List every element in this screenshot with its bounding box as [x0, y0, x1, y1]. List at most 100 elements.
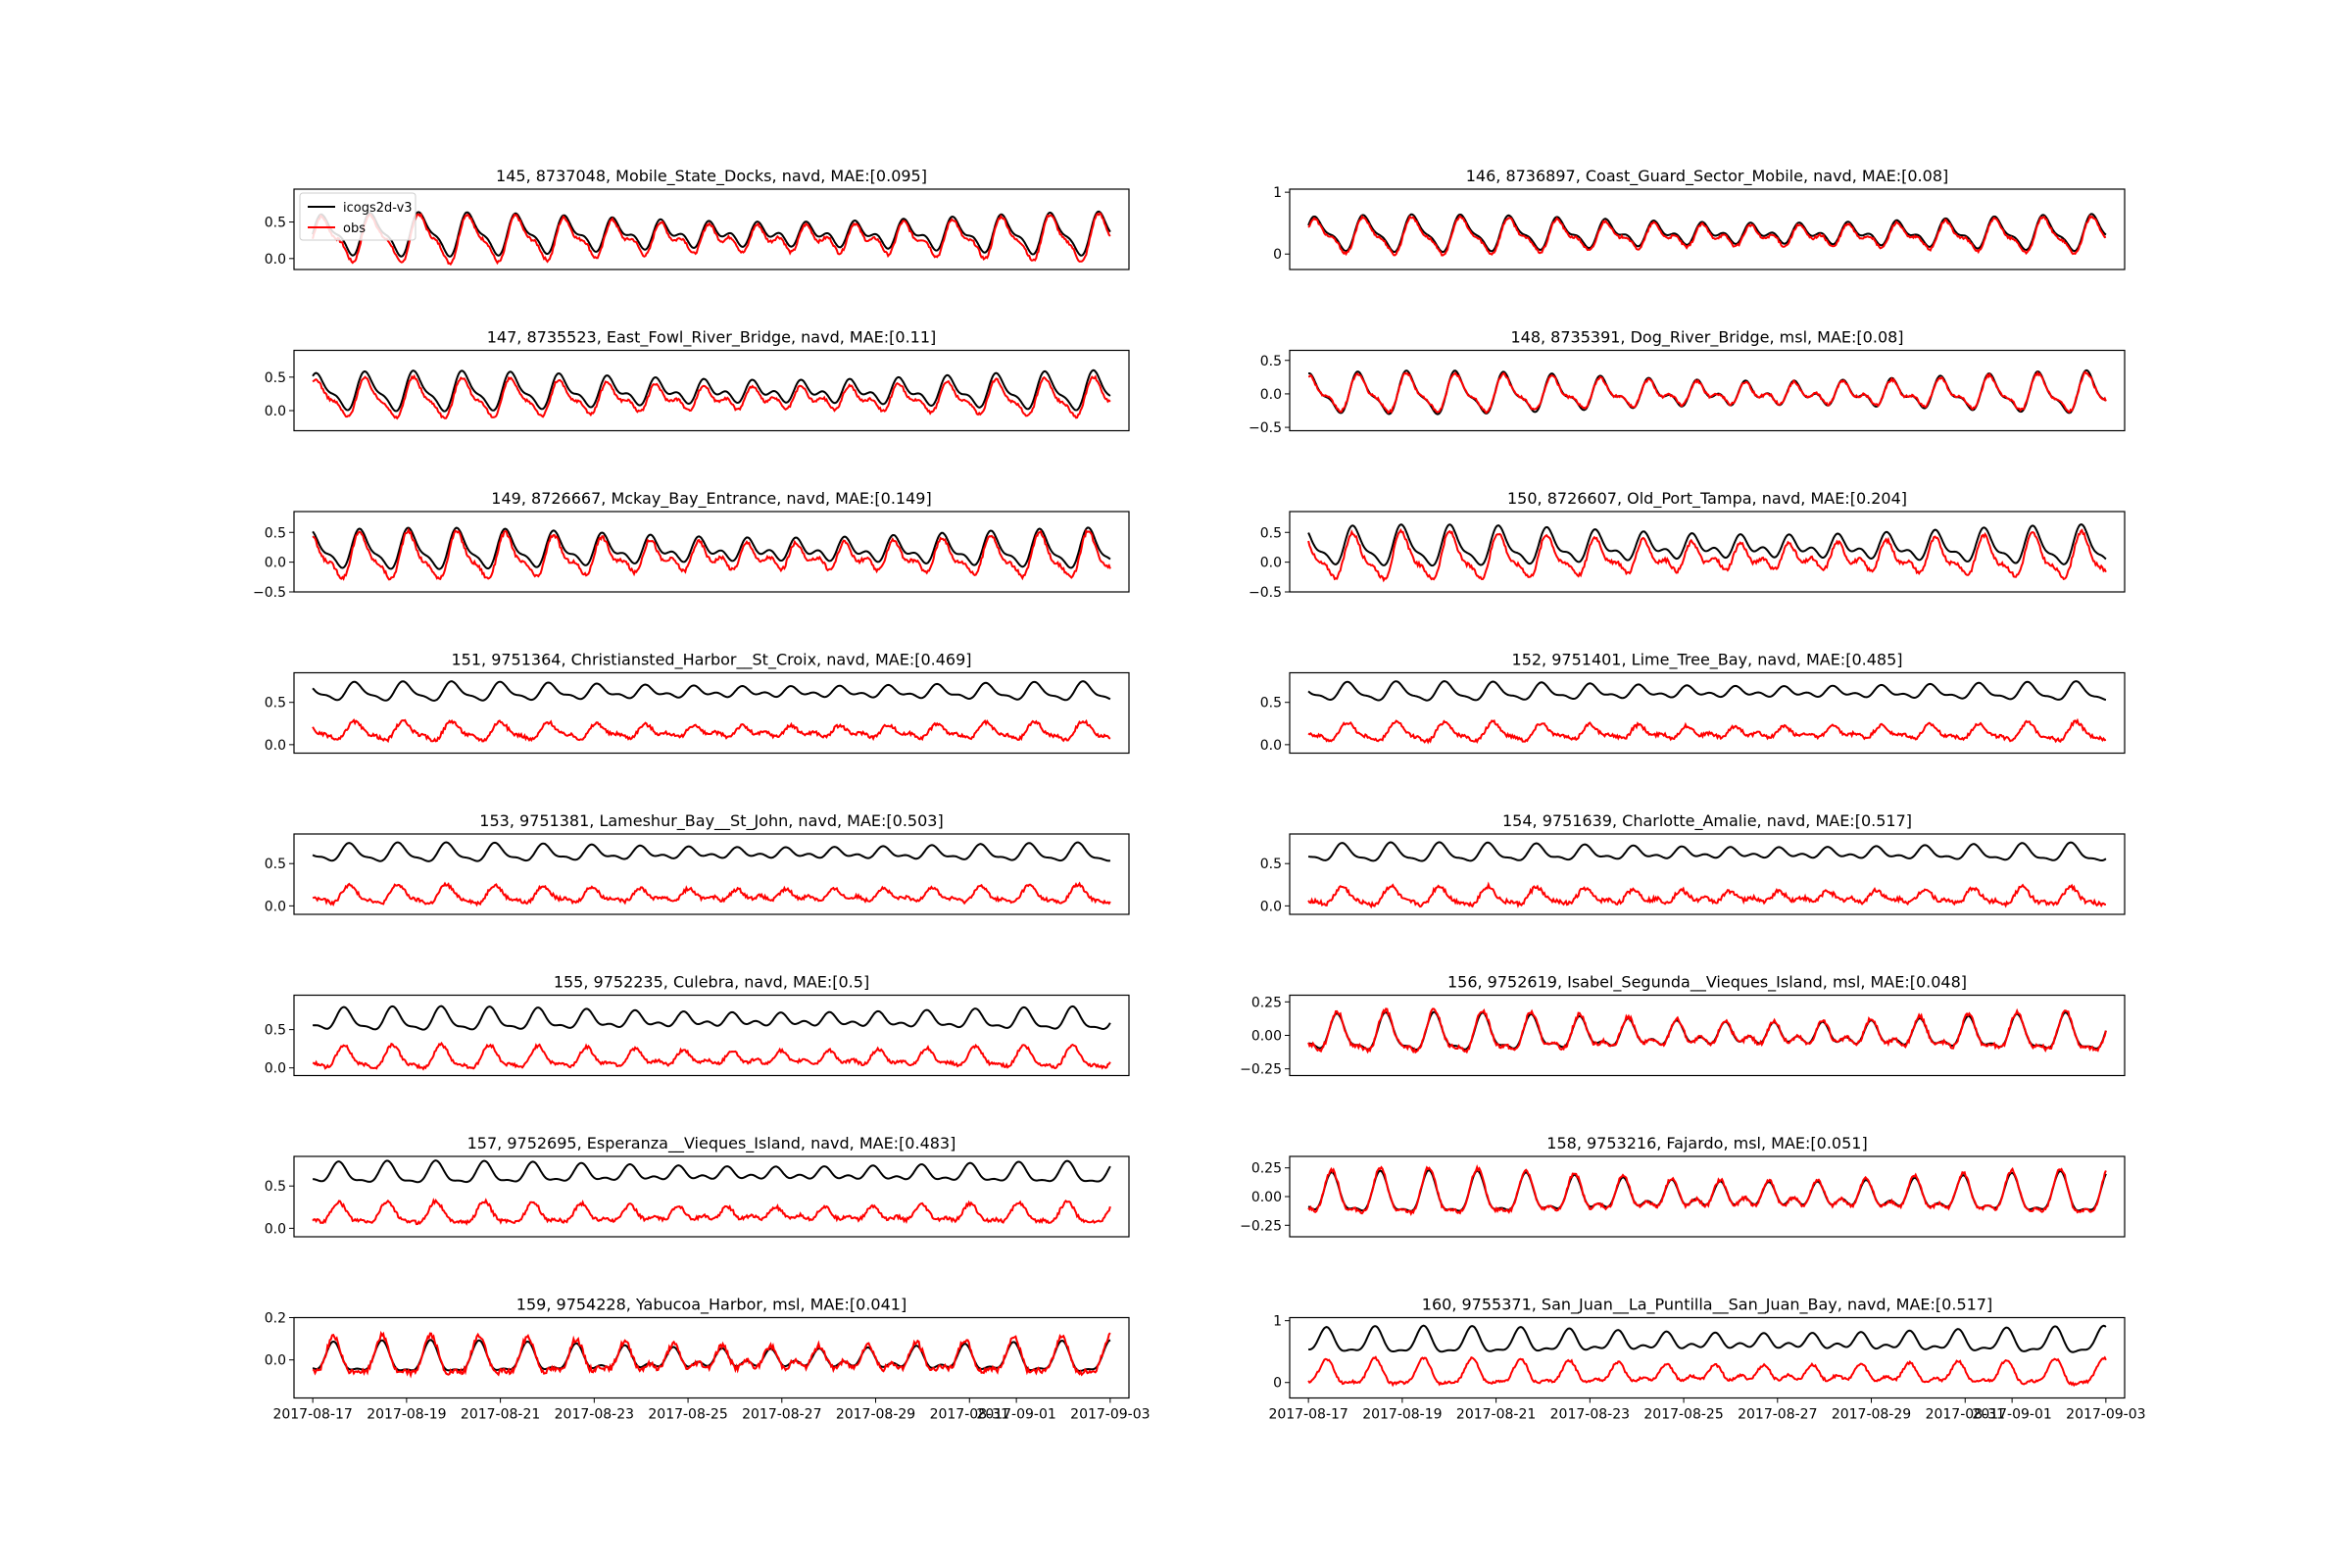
panel-1: 145, 8737048, Mobile_State_Docks, navd, … — [265, 167, 1130, 270]
legend: icogs2d-v3 obs — [299, 192, 416, 241]
y-tick-label: 0.5 — [1260, 525, 1282, 541]
axes-frame — [1289, 349, 2126, 432]
panel-title: 147, 8735523, East_Fowl_River_Bridge, na… — [487, 328, 937, 348]
panel-title: 159, 9754228, Yabucoa_Harbor, msl, MAE:[… — [516, 1296, 906, 1315]
y-tick-label: 0.0 — [265, 738, 286, 754]
axes-frame — [293, 1316, 1130, 1399]
x-tick-label: 2017-09-03 — [1070, 1407, 1150, 1423]
y-tick-label: 0.0 — [265, 1353, 286, 1369]
panel-16: 160, 9755371, San_Juan__La_Puntilla__San… — [1268, 1296, 2145, 1423]
x-tick-label: 2017-08-25 — [648, 1407, 727, 1423]
series-line-icogs2d-v3 — [312, 368, 1111, 413]
y-tick-label: −0.5 — [1249, 585, 1282, 601]
panel-11: 155, 9752235, Culebra, navd, MAE:[0.5] 0.… — [265, 973, 1130, 1077]
y-tick-label: 0 — [1273, 1376, 1282, 1392]
series-line-icogs2d-v3 — [1307, 841, 2107, 862]
series-line-obs — [1307, 881, 2106, 909]
panel-title: 155, 9752235, Culebra, navd, MAE:[0.5] — [554, 973, 869, 992]
panel-title: 154, 9751639, Charlotte_Amalie, navd, MA… — [1502, 811, 1912, 831]
panel-9: 153, 9751381, Lameshur_Bay__St_John, nav… — [265, 811, 1130, 915]
x-tick-label: 2017-08-17 — [272, 1407, 352, 1423]
panel-title: 151, 9751364, Christiansted_Harbor__St_C… — [451, 651, 971, 670]
panel-title: 158, 9753216, Fajardo, msl, MAE:[0.051] — [1546, 1134, 1867, 1152]
panel-6: 150, 8726607, Old_Port_Tampa, navd, MAE:… — [1249, 489, 2126, 601]
y-tick-label: 0.5 — [1260, 857, 1282, 872]
x-tick-label: 2017-08-23 — [1550, 1407, 1630, 1423]
y-tick-label: 1 — [1273, 1314, 1282, 1330]
series-line-icogs2d-v3 — [1308, 1324, 2107, 1353]
axes-frame — [1289, 188, 2126, 270]
series-line-obs — [1308, 370, 2107, 415]
panel-title: 148, 8735391, Dog_River_Bridge, msl, MAE… — [1510, 328, 1903, 348]
series-line-icogs2d-v3 — [1308, 1010, 2107, 1051]
panel-title: 157, 9752695, Esperanza__Vieques_Island,… — [467, 1134, 956, 1153]
axes-frame — [293, 833, 1130, 915]
panel-3: 147, 8735523, East_Fowl_River_Bridge, na… — [265, 328, 1130, 432]
x-tick-label: 2017-09-01 — [1972, 1407, 2051, 1423]
series-line-obs — [312, 527, 1111, 581]
y-tick-label: 0.5 — [265, 1179, 286, 1195]
y-tick-label: 0.5 — [1260, 354, 1282, 369]
y-tick-label: 0.0 — [265, 404, 286, 419]
y-tick-label: 0.5 — [265, 857, 286, 872]
series-line-obs — [1307, 1355, 2107, 1388]
x-tick-label: 2017-08-27 — [1738, 1407, 1817, 1423]
axes-frame — [293, 349, 1130, 432]
series-line-icogs2d-v3 — [312, 841, 1111, 862]
panel-7: 151, 9751364, Christiansted_Harbor__St_C… — [265, 651, 1130, 755]
panel-4: 148, 8735391, Dog_River_Bridge, msl, MAE… — [1249, 328, 2126, 436]
series-line-icogs2d-v3 — [313, 1004, 1111, 1031]
series-line-icogs2d-v3 — [1307, 680, 2107, 702]
axes-frame — [1289, 1155, 2126, 1238]
y-tick-label: −0.5 — [1249, 420, 1282, 436]
series-line-icogs2d-v3 — [312, 1339, 1111, 1372]
panel-title: 145, 8737048, Mobile_State_Docks, navd, … — [496, 167, 927, 186]
axes-frame — [293, 994, 1130, 1077]
y-tick-label: 0.0 — [1260, 738, 1282, 754]
panel-title: 152, 9751401, Lime_Tree_Bay, navd, MAE:[… — [1512, 651, 1903, 670]
x-tick-label: 2017-08-21 — [461, 1407, 540, 1423]
panel-title: 160, 9755371, San_Juan__La_Puntilla__San… — [1422, 1296, 1992, 1315]
y-tick-label: −0.5 — [253, 585, 286, 601]
series-line-obs — [312, 881, 1111, 907]
series-line-icogs2d-v3 — [312, 680, 1111, 702]
series-line-obs — [312, 1198, 1111, 1226]
series-line-obs — [1307, 1007, 2107, 1054]
series-line-icogs2d-v3 — [1307, 523, 2107, 567]
y-tick-label: 0.0 — [265, 899, 286, 914]
y-tick-label: 0.5 — [265, 216, 286, 231]
axes-frame — [1289, 671, 2126, 755]
series-line-icogs2d-v3 — [313, 1159, 1111, 1184]
y-tick-label: 0.00 — [1251, 1029, 1282, 1045]
y-tick-label: 0.00 — [1251, 1190, 1282, 1205]
panel-title: 153, 9751381, Lameshur_Bay__St_John, nav… — [479, 811, 943, 831]
y-tick-label: 0.0 — [1260, 899, 1282, 914]
axes-frame — [1289, 511, 2126, 593]
series-line-obs — [312, 717, 1111, 744]
axes-frame — [1289, 1316, 2126, 1399]
x-tick-label: 2017-08-29 — [1832, 1407, 1911, 1423]
legend-label-icogs2d-v3: icogs2d-v3 — [343, 201, 413, 216]
y-tick-label: 0.5 — [265, 696, 286, 711]
y-tick-label: −0.25 — [1240, 1218, 1282, 1234]
axes-frame — [293, 511, 1130, 593]
y-tick-label: 0.5 — [265, 525, 286, 541]
panel-title: 150, 8726607, Old_Port_Tampa, navd, MAE:… — [1507, 489, 1907, 509]
axes-frame — [293, 188, 1130, 270]
y-tick-label: 0.0 — [265, 1061, 286, 1077]
series-line-obs — [312, 1041, 1111, 1071]
y-tick-label: 0.0 — [265, 556, 286, 571]
axes-frame — [1289, 833, 2126, 915]
y-tick-label: 0.5 — [265, 1023, 286, 1039]
panel-title: 156, 9752619, Isabel_Segunda__Vieques_Is… — [1447, 973, 1967, 993]
x-tick-label: 2017-08-27 — [742, 1407, 821, 1423]
panel-title: 146, 8736897, Coast_Guard_Sector_Mobile,… — [1466, 167, 1949, 186]
series-line-obs — [312, 212, 1111, 267]
panel-12: 156, 9752619, Isabel_Segunda__Vieques_Is… — [1240, 973, 2126, 1078]
x-tick-label: 2017-08-21 — [1456, 1407, 1536, 1423]
x-tick-label: 2017-08-17 — [1268, 1407, 1348, 1423]
x-tick-label: 2017-08-25 — [1643, 1407, 1723, 1423]
x-tick-label: 2017-08-19 — [1362, 1407, 1442, 1423]
y-tick-label: 0.25 — [1251, 1161, 1282, 1177]
